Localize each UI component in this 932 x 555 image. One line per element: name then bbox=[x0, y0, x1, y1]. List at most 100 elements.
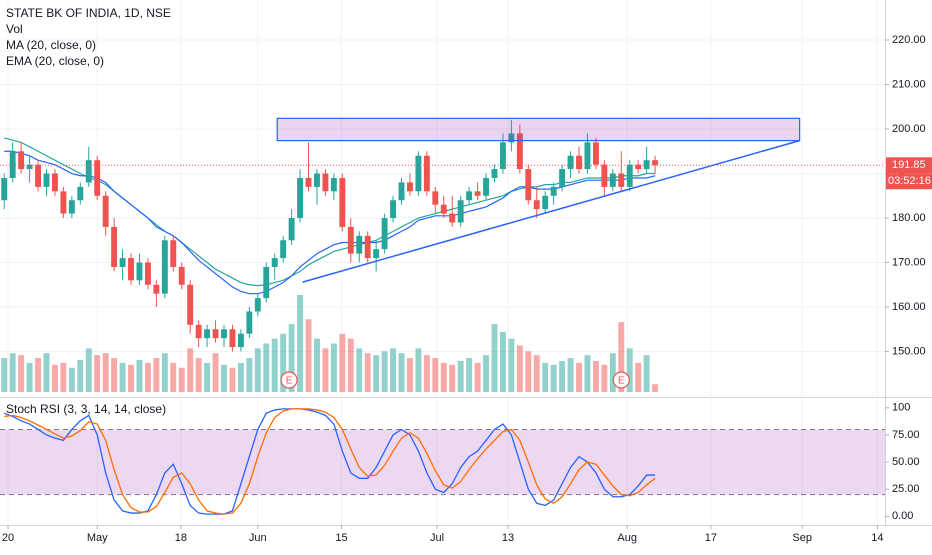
candle-body bbox=[483, 177, 489, 196]
volume-bar bbox=[618, 322, 625, 392]
candle-body bbox=[77, 186, 84, 201]
volume-bar bbox=[153, 358, 160, 392]
candle-body bbox=[567, 155, 574, 170]
volume-bar bbox=[246, 358, 253, 392]
volume-bar bbox=[128, 364, 134, 392]
volume-bar bbox=[111, 358, 118, 392]
volume-bar bbox=[136, 359, 143, 392]
candle-body bbox=[474, 191, 481, 196]
x-tick-label: 15 bbox=[335, 532, 347, 544]
volume-bar bbox=[187, 348, 194, 392]
candle-body bbox=[415, 155, 422, 192]
stoch-line bbox=[3, 408, 656, 515]
candle-body bbox=[652, 160, 659, 166]
legend-ema: EMA (20, close, 0) bbox=[6, 54, 104, 68]
candle-body bbox=[68, 200, 75, 214]
volume-bar bbox=[381, 351, 388, 392]
volume-bar bbox=[373, 355, 380, 392]
candle-body bbox=[263, 266, 270, 299]
volume-bar bbox=[102, 353, 109, 392]
volume-bar bbox=[221, 364, 227, 392]
volume-bar bbox=[68, 367, 75, 392]
candle-body bbox=[330, 177, 337, 192]
candle-body bbox=[102, 195, 109, 227]
candle-body bbox=[195, 324, 202, 339]
candle-body bbox=[440, 204, 447, 214]
candle-body bbox=[9, 151, 16, 178]
volume-bar bbox=[601, 364, 608, 392]
trendline bbox=[302, 139, 800, 283]
earnings-label: E bbox=[618, 376, 625, 387]
x-tick-label: Aug bbox=[617, 532, 637, 544]
y-tick-label: 200.00 bbox=[892, 123, 926, 135]
candle-body bbox=[559, 169, 566, 187]
candle-body bbox=[550, 186, 557, 196]
x-tick-label: Jul bbox=[430, 532, 444, 544]
range-rectangle bbox=[276, 117, 801, 142]
volume-bar bbox=[26, 362, 33, 392]
candle-body bbox=[85, 160, 92, 183]
candle-body bbox=[111, 226, 118, 267]
candle-body bbox=[525, 169, 532, 201]
candle-body bbox=[542, 195, 549, 210]
volume-bar bbox=[94, 355, 101, 392]
candle-body bbox=[51, 173, 58, 192]
candle-body bbox=[18, 151, 25, 170]
y-tick-label: 210.00 bbox=[892, 78, 926, 90]
x-tick-label: 13 bbox=[502, 532, 514, 544]
volume-bar bbox=[542, 362, 549, 392]
candle-body bbox=[297, 177, 304, 219]
earnings-marker bbox=[280, 371, 298, 389]
volume-bar bbox=[297, 295, 304, 392]
volume-bar bbox=[254, 348, 261, 392]
volume-bar bbox=[229, 367, 236, 392]
volume-bar bbox=[195, 358, 202, 392]
candle-body bbox=[491, 169, 498, 178]
x-tick-label: 18 bbox=[175, 532, 187, 544]
stoch-band bbox=[0, 429, 885, 495]
x-tick-label: 20 bbox=[2, 532, 14, 544]
volume-bar bbox=[347, 338, 354, 392]
candle-body bbox=[187, 284, 194, 325]
volume-bar bbox=[161, 353, 168, 392]
volume-bar bbox=[550, 364, 557, 392]
candle-body bbox=[635, 164, 642, 170]
y-tick-label: 100 bbox=[892, 402, 910, 414]
candle-body bbox=[26, 164, 33, 170]
candle-body bbox=[576, 155, 582, 170]
y-tick-label: 160.00 bbox=[892, 301, 926, 313]
volume-bar bbox=[1, 358, 8, 392]
candle-body bbox=[60, 191, 67, 214]
volume-bar bbox=[457, 360, 464, 392]
volume-bar bbox=[533, 355, 540, 392]
volume-bar bbox=[35, 358, 41, 392]
volume-bar bbox=[525, 351, 532, 392]
volume-bar bbox=[483, 355, 489, 392]
volume-bar bbox=[322, 348, 329, 392]
volume-bar bbox=[263, 343, 270, 392]
volume-bar bbox=[635, 362, 642, 392]
candle-body bbox=[305, 177, 312, 187]
candle-body bbox=[322, 173, 329, 192]
candle-body bbox=[339, 177, 346, 227]
volume-bar bbox=[330, 343, 337, 392]
indicator-lines bbox=[3, 137, 656, 515]
stoch-line bbox=[4, 408, 656, 515]
volume-bar bbox=[288, 324, 295, 392]
x-tick-label: Sep bbox=[792, 532, 812, 544]
candle-body bbox=[178, 266, 185, 285]
volume-bar bbox=[398, 353, 405, 392]
volume-bar bbox=[18, 355, 25, 392]
volume-bar bbox=[305, 319, 312, 392]
candle-body bbox=[254, 298, 261, 312]
volume-bar bbox=[271, 338, 278, 392]
candle-body bbox=[499, 142, 506, 170]
candle-body bbox=[280, 240, 287, 259]
candle-body bbox=[43, 173, 50, 187]
candle-body bbox=[601, 164, 608, 187]
volume-bar bbox=[85, 348, 92, 392]
grid bbox=[0, 0, 885, 525]
candle-body bbox=[626, 164, 633, 187]
candle-body bbox=[406, 182, 413, 192]
